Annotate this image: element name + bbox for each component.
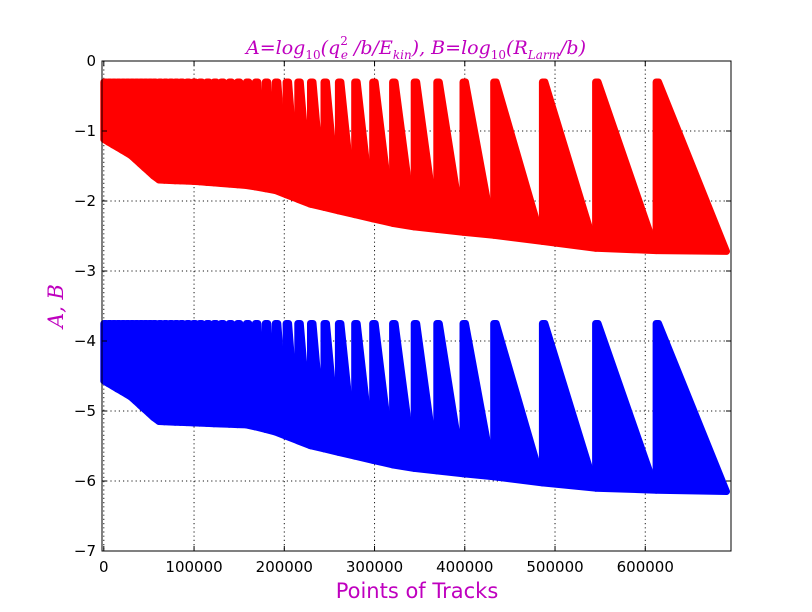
- x-tick-label: 200000: [256, 558, 313, 576]
- track-segment: [410, 320, 441, 475]
- series-1: [100, 320, 730, 495]
- track-segment: [459, 78, 498, 239]
- track-segment: [369, 320, 397, 469]
- x-tick-label: 100000: [165, 558, 222, 576]
- x-tick-label: 500000: [526, 558, 583, 576]
- y-tick-label: −1: [74, 122, 96, 140]
- track-segment: [369, 78, 397, 227]
- y-tick-label: −5: [74, 402, 96, 420]
- y-tick-label: −7: [74, 542, 96, 560]
- x-tick-label: 400000: [436, 558, 493, 576]
- track-segment: [592, 78, 660, 255]
- y-tick-label: 0: [86, 52, 96, 70]
- series-0: [100, 78, 730, 255]
- y-tick-label: −3: [74, 262, 96, 280]
- x-tick-label: 0: [99, 558, 109, 576]
- series-layer: [100, 78, 730, 495]
- y-tick-label: −4: [74, 332, 96, 350]
- track-segment: [652, 78, 730, 255]
- track-segment: [592, 320, 660, 494]
- ticks: 0 100000 200000 300000 400000 500000 600000 0 −1…: [74, 52, 731, 576]
- x-axis-title: Points of Tracks: [336, 579, 499, 603]
- track-segment: [538, 320, 600, 492]
- track-segment: [389, 320, 418, 472]
- track-segment: [389, 78, 418, 231]
- y-tick-label: −2: [74, 192, 96, 210]
- track-segment: [538, 78, 600, 252]
- track-segment: [334, 320, 359, 460]
- x-tick-label: 600000: [617, 558, 674, 576]
- track-segment: [433, 320, 467, 478]
- track-segment: [652, 320, 730, 495]
- track-segment: [320, 320, 342, 456]
- chart-title: A=log10(q2 e /b/Ekin), B=log10(RLarm/b): [244, 34, 586, 62]
- y-axis-title: A, B: [44, 284, 68, 330]
- track-segment: [490, 320, 546, 487]
- track-segment: [410, 78, 441, 233]
- x-tick-label: 300000: [346, 558, 403, 576]
- track-segment: [351, 78, 377, 223]
- track-segment: [433, 78, 467, 236]
- plot-frame: [101, 60, 732, 552]
- y-tick-label: −6: [74, 472, 96, 490]
- track-segment: [334, 78, 359, 219]
- track-segment: [459, 320, 498, 481]
- track-segment: [320, 78, 342, 215]
- track-segment: [490, 78, 546, 245]
- track-segment: [351, 320, 377, 464]
